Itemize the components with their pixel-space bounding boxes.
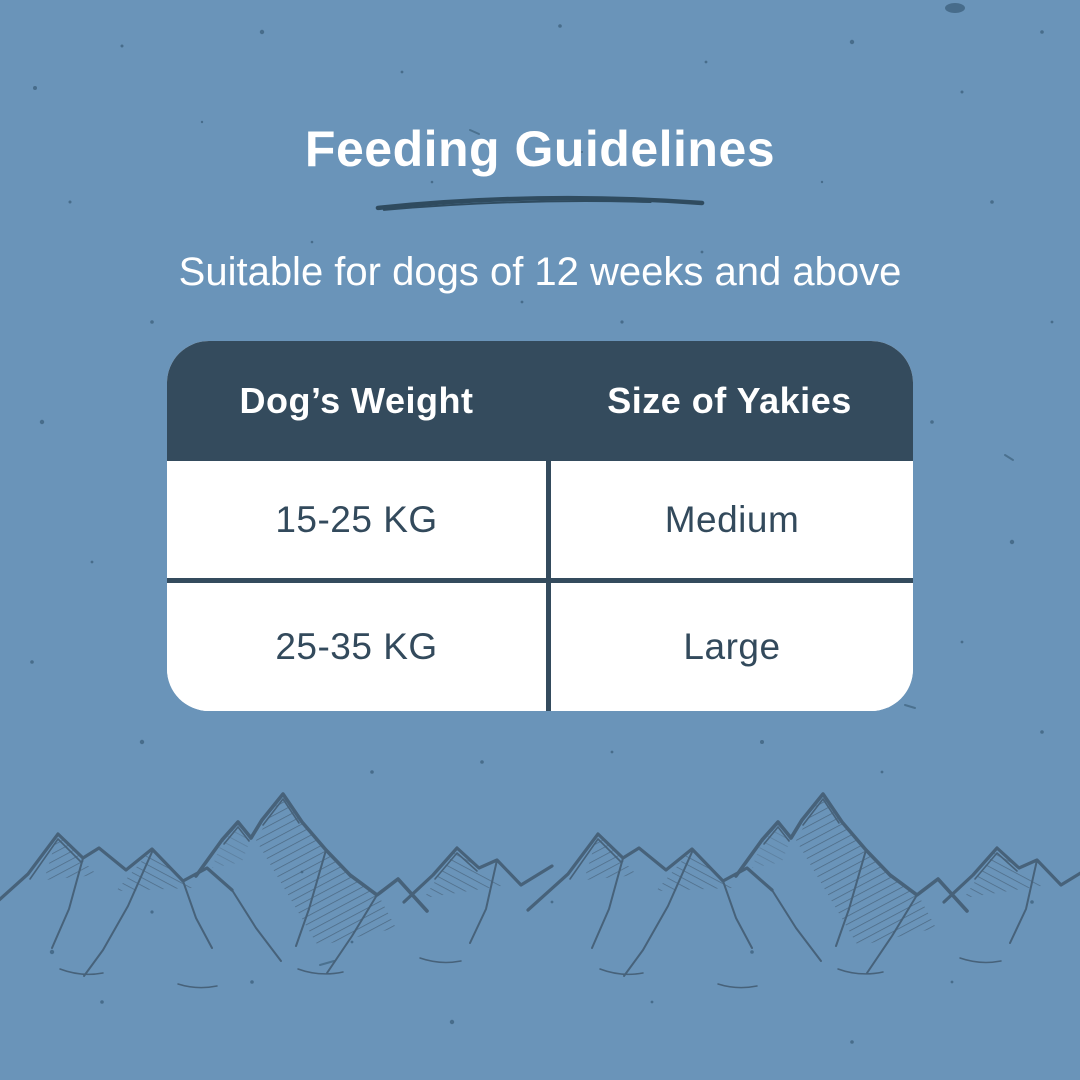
table-header-row: Dog’s Weight Size of Yakies [167,341,913,461]
mountain-sketch-illustration [0,792,1080,990]
cell-weight-range-2: 25-35 KG [167,578,546,711]
cell-weight-range-1: 15-25 KG [167,461,546,578]
title-underline-swoosh-icon [375,195,705,211]
page-subtitle: Suitable for dogs of 12 weeks and above [178,250,902,294]
page-title: Feeding Guidelines [304,121,776,177]
table-row: 15-25 KG Medium [167,461,913,578]
table-row: 25-35 KG Large [167,578,913,711]
table-header-size-of-yakies: Size of Yakies [607,380,852,421]
table-body: 15-25 KG Medium 25-35 KG Large [167,461,913,711]
cell-size-1: Medium [546,461,913,578]
table-header-dogs-weight: Dog’s Weight [239,380,474,421]
feeding-guidelines-table: Dog’s Weight Size of Yakies 15-25 KG Med… [167,341,913,711]
cell-size-2: Large [546,578,913,711]
